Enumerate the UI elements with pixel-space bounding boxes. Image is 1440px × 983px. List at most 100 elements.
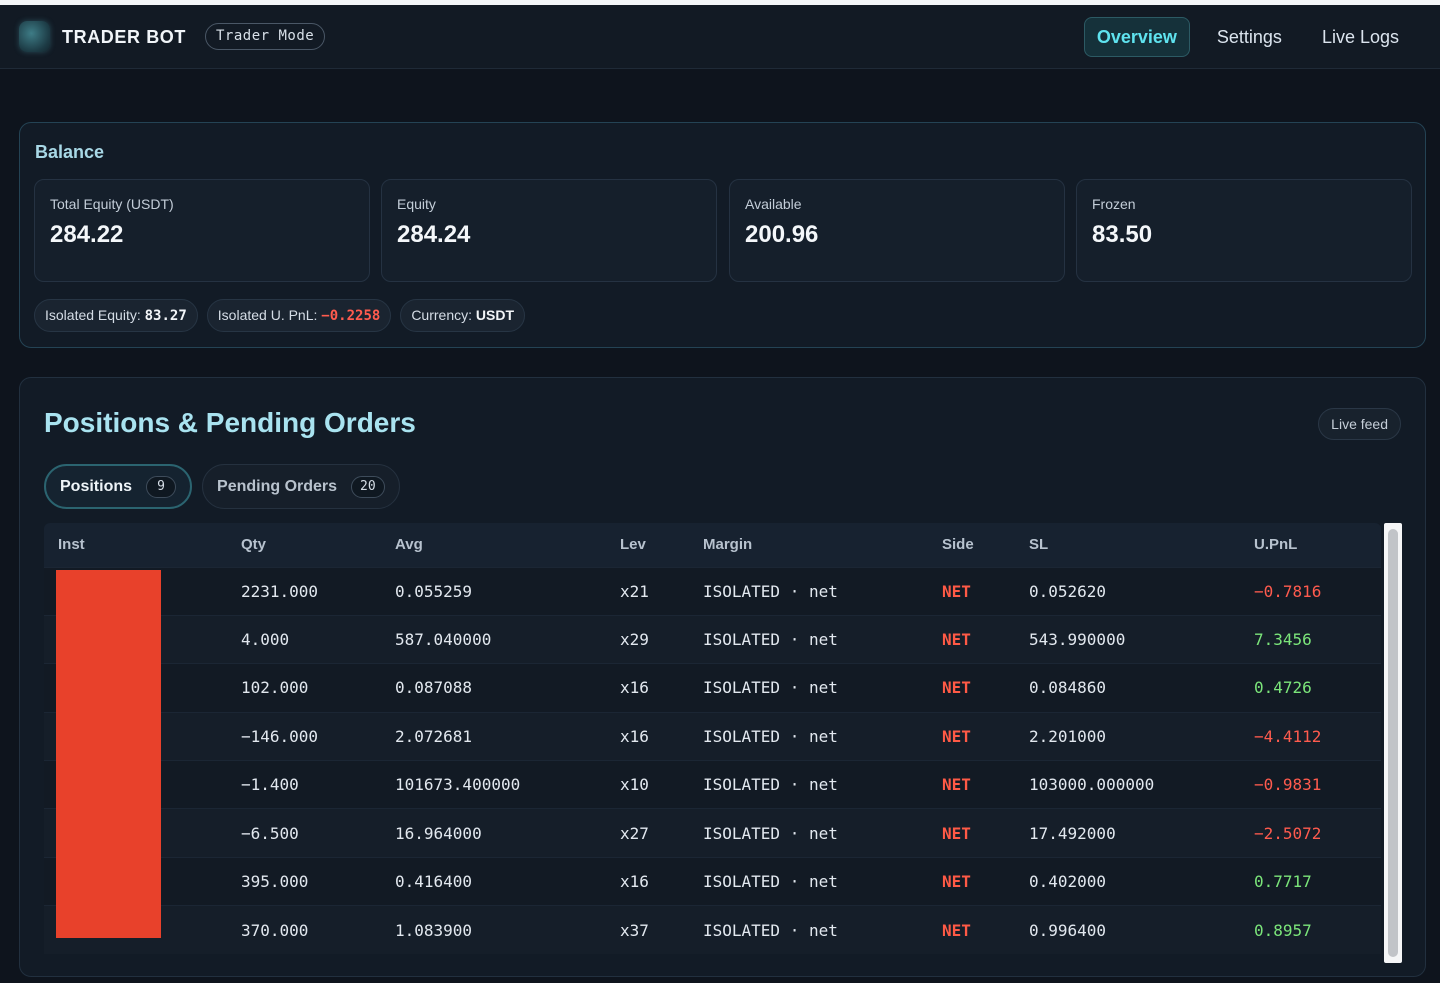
nav-settings[interactable]: Settings <box>1216 27 1282 47</box>
cell-margin: ISOLATED · net <box>703 581 838 601</box>
stat-frozen: Frozen 83.50 <box>1076 179 1412 282</box>
cell-margin: ISOLATED · net <box>703 872 838 892</box>
stat-label: Available <box>745 196 802 212</box>
positions-table: Inst Qty Avg Lev Margin Side SL U.PnL 22… <box>44 523 1381 955</box>
table-row[interactable]: 395.000 0.416400 x16 ISOLATED · net NET 0.402… <box>44 857 1381 906</box>
cell-side: NET <box>942 630 971 650</box>
cell-avg: 0.055259 <box>395 581 473 601</box>
stat-equity: Equity 284.24 <box>381 179 717 282</box>
isolated-upnl-chip: Isolated U. PnL: −0.2258 <box>206 299 392 332</box>
cell-side: NET <box>942 920 971 940</box>
main-nav: Overview Settings Live Logs <box>1083 17 1412 57</box>
currency-chip: Currency: USDT <box>400 299 526 332</box>
cell-margin: ISOLATED · net <box>703 726 838 746</box>
redacted-instrument-block <box>56 570 161 938</box>
column-header-inst[interactable]: Inst <box>58 536 85 554</box>
cell-qty: 395.000 <box>241 872 309 892</box>
cell-upnl: 0.4726 <box>1254 678 1312 698</box>
tab-positions[interactable]: Positions 9 <box>44 464 193 509</box>
cell-lev: x16 <box>620 726 649 746</box>
table-scrollbar[interactable] <box>1384 523 1402 963</box>
cell-lev: x21 <box>620 581 649 601</box>
top-bar: TRADER BOT Trader Mode Overview Settings… <box>0 0 1440 69</box>
cell-margin: ISOLATED · net <box>703 823 838 843</box>
cell-upnl: 0.7717 <box>1254 872 1312 892</box>
cell-side: NET <box>942 678 971 698</box>
stat-label: Frozen <box>1092 196 1136 212</box>
cell-margin: ISOLATED · net <box>703 920 838 940</box>
cell-upnl: −0.9831 <box>1254 775 1322 795</box>
tab-count-badge: 20 <box>351 475 385 498</box>
cell-lev: x29 <box>620 630 649 650</box>
nav-live-logs[interactable]: Live Logs <box>1321 27 1399 47</box>
column-header-lev[interactable]: Lev <box>620 536 646 554</box>
table-row[interactable]: 2231.000 0.055259 x21 ISOLATED · net NET 0.05… <box>44 567 1381 616</box>
tab-count-badge: 9 <box>146 475 177 498</box>
column-header-sl[interactable]: SL <box>1029 536 1049 554</box>
cell-avg: 0.416400 <box>395 872 473 892</box>
scrollbar-thumb[interactable] <box>1388 529 1398 957</box>
column-header-qty[interactable]: Qty <box>241 536 267 554</box>
cell-sl: 2.201000 <box>1029 726 1107 746</box>
cell-avg: 101673.400000 <box>395 775 521 795</box>
cell-qty: −146.000 <box>241 726 319 746</box>
column-header-upnl[interactable]: U.PnL <box>1254 536 1298 554</box>
balance-title: Balance <box>35 142 105 162</box>
stat-value: 200.96 <box>745 221 819 248</box>
column-header-avg[interactable]: Avg <box>395 536 423 554</box>
cell-sl: 0.402000 <box>1029 872 1107 892</box>
cell-upnl: 7.3456 <box>1254 630 1312 650</box>
balance-card: Balance Total Equity (USDT) 284.22 Equit… <box>19 122 1426 348</box>
cell-lev: x37 <box>620 920 649 940</box>
cell-sl: 103000.000000 <box>1029 775 1155 795</box>
positions-card: Positions & Pending Orders Live feed Pos… <box>19 377 1426 977</box>
cell-upnl: −2.5072 <box>1254 823 1322 843</box>
column-header-side[interactable]: Side <box>942 536 974 554</box>
cell-sl: 543.990000 <box>1029 630 1126 650</box>
stat-value: 83.50 <box>1092 221 1153 248</box>
stat-total-equity: Total Equity (USDT) 284.22 <box>34 179 370 282</box>
positions-title: Positions & Pending Orders <box>44 407 416 438</box>
chip-label: Isolated Equity: <box>45 307 141 323</box>
cell-side: NET <box>942 775 971 795</box>
cell-side: NET <box>942 726 971 746</box>
tab-label: Pending Orders <box>217 477 338 495</box>
cell-margin: ISOLATED · net <box>703 678 838 698</box>
mode-badge: Trader Mode <box>205 23 326 50</box>
brand-title: TRADER BOT <box>62 27 186 47</box>
stat-label: Total Equity (USDT) <box>50 196 174 212</box>
chip-value: 83.27 <box>144 308 187 324</box>
cell-side: NET <box>942 581 971 601</box>
cell-side: NET <box>942 872 971 892</box>
cell-sl: 0.996400 <box>1029 920 1107 940</box>
table-row[interactable]: 102.000 0.087088 x16 ISOLATED · net NET 0.084… <box>44 663 1381 713</box>
table-row[interactable]: 370.000 1.083900 x37 ISOLATED · net NET 0.996… <box>44 905 1381 955</box>
cell-qty: 102.000 <box>241 678 309 698</box>
cell-sl: 0.084860 <box>1029 678 1107 698</box>
tab-pending-orders[interactable]: Pending Orders 20 <box>202 464 400 509</box>
table-row[interactable]: 4.000 587.040000 x29 ISOLATED · net NET 543.9… <box>44 615 1381 664</box>
cell-lev: x10 <box>620 775 649 795</box>
cell-sl: 17.492000 <box>1029 823 1116 843</box>
cell-margin: ISOLATED · net <box>703 775 838 795</box>
table-row[interactable]: −1.400 101673.400000 x10 ISOLATED · net NET 1… <box>44 760 1381 809</box>
cell-avg: 16.964000 <box>395 823 482 843</box>
cell-lev: x27 <box>620 823 649 843</box>
cell-lev: x16 <box>620 872 649 892</box>
cell-qty: −1.400 <box>241 775 299 795</box>
cell-avg: 0.087088 <box>395 678 473 698</box>
column-header-margin[interactable]: Margin <box>703 536 753 554</box>
chip-label: Currency: <box>411 307 472 323</box>
positions-table-wrapper: Inst Qty Avg Lev Margin Side SL U.PnL 22… <box>44 523 1381 983</box>
cell-sl: 0.052620 <box>1029 581 1107 601</box>
cell-qty: 2231.000 <box>241 581 319 601</box>
positions-tabs: Positions 9 Pending Orders 20 <box>44 464 400 509</box>
cell-qty: 4.000 <box>241 630 290 650</box>
table-row[interactable]: −146.000 2.072681 x16 ISOLATED · net NET 2.20… <box>44 712 1381 761</box>
table-header-row: Inst Qty Avg Lev Margin Side SL U.PnL <box>44 523 1381 567</box>
cell-upnl: −4.4112 <box>1254 726 1322 746</box>
stat-value: 284.24 <box>397 221 471 248</box>
cell-upnl: 0.8957 <box>1254 920 1312 940</box>
table-row[interactable]: −6.500 16.964000 x27 ISOLATED · net NET 17.49… <box>44 808 1381 858</box>
nav-overview[interactable]: Overview <box>1083 17 1190 57</box>
